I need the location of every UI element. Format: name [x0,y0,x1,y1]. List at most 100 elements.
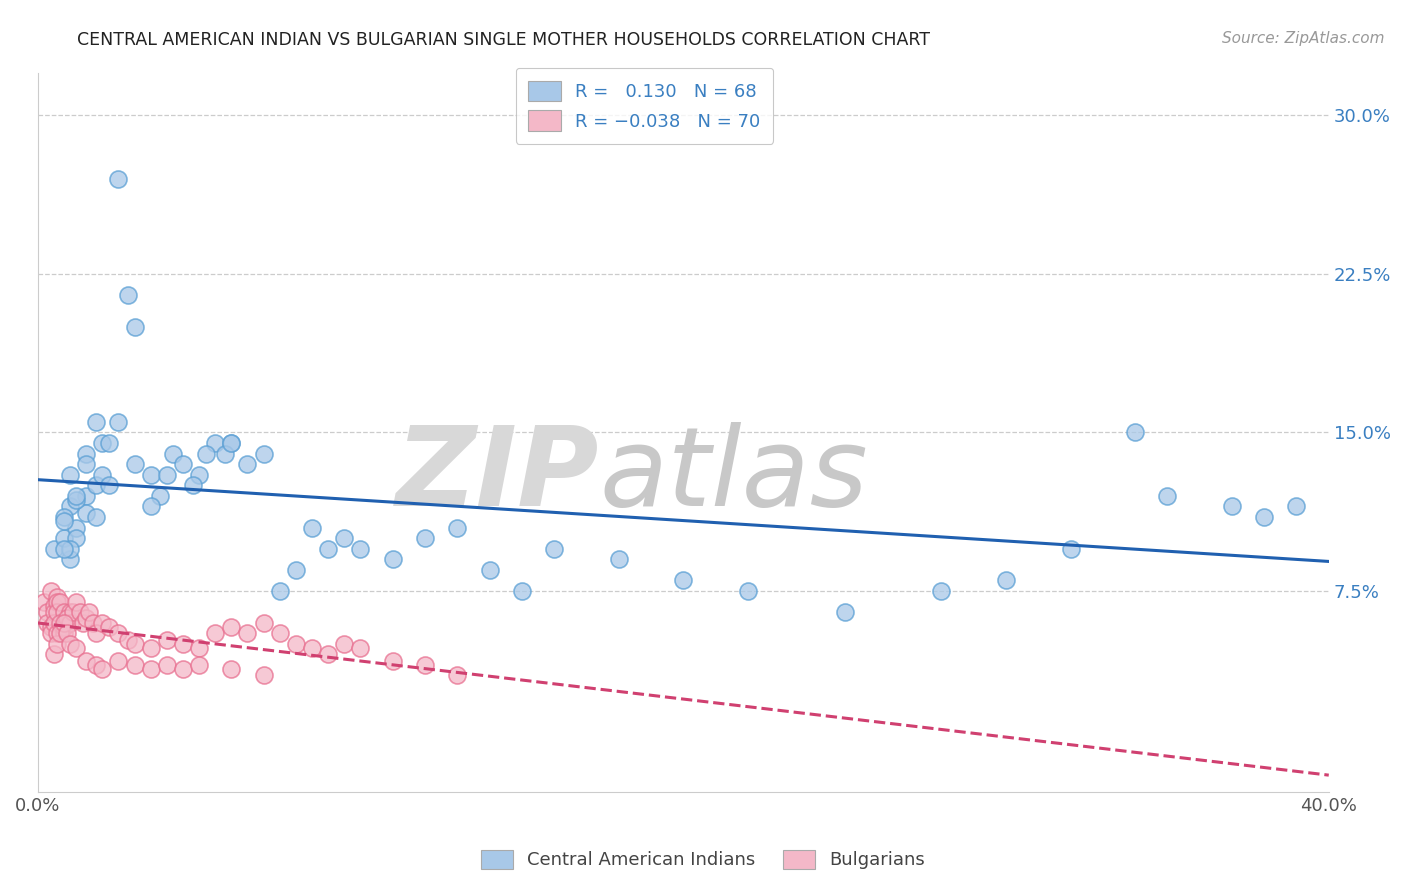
Point [413,531,436,545]
Point [39,583,62,598]
Point [59,605,82,619]
Point [55,611,77,625]
Point [181,478,204,492]
Point [269,626,291,640]
Point [1156,489,1178,503]
Text: Source: ZipAtlas.com: Source: ZipAtlas.com [1222,31,1385,46]
Point [188,657,211,672]
Point [510,583,533,598]
Point [221,436,243,450]
Point [107,654,129,668]
Point [39,620,62,634]
Point [172,637,194,651]
Point [221,620,243,634]
Point [65,489,87,503]
Point [42,615,65,630]
Point [834,605,856,619]
Point [42,541,65,556]
Point [931,583,953,598]
Text: CENTRAL AMERICAN INDIAN VS BULGARIAN SINGLE MOTHER HOUSEHOLDS CORRELATION CHART: CENTRAL AMERICAN INDIAN VS BULGARIAN SIN… [77,31,931,49]
Point [91,436,114,450]
Point [172,457,194,471]
Point [214,447,236,461]
Point [301,520,323,534]
Point [84,657,107,672]
Point [65,640,87,655]
Point [55,615,77,630]
Point [156,657,179,672]
Point [32,594,55,608]
Point [381,552,404,566]
Point [49,594,72,608]
Point [84,478,107,492]
Point [65,594,87,608]
Point [46,637,69,651]
Point [139,500,162,514]
Point [52,510,75,524]
Point [139,467,162,482]
Point [55,626,77,640]
Point [107,172,129,186]
Point [97,436,120,450]
Point [253,447,276,461]
Point [236,626,259,640]
Point [65,520,87,534]
Point [117,632,139,647]
Point [162,447,184,461]
Point [52,605,75,619]
Point [75,506,97,520]
Point [995,574,1018,588]
Point [107,626,129,640]
Point [204,626,226,640]
Point [253,615,276,630]
Point [139,662,162,676]
Point [37,615,59,630]
Point [607,552,630,566]
Point [65,531,87,545]
Point [52,626,75,640]
Point [124,319,146,334]
Point [333,531,356,545]
Point [97,620,120,634]
Point [84,510,107,524]
Point [284,637,307,651]
Point [737,583,759,598]
Point [75,489,97,503]
Point [91,467,114,482]
Point [42,599,65,613]
Point [75,611,97,625]
Point [236,457,259,471]
Point [46,591,69,605]
Point [188,467,211,482]
Text: ZIP: ZIP [396,422,599,529]
Point [59,615,82,630]
Point [156,632,179,647]
Point [543,541,565,556]
Point [37,605,59,619]
Point [52,620,75,634]
Point [59,637,82,651]
Point [284,563,307,577]
Point [316,648,339,662]
Point [253,668,276,682]
Point [79,605,101,619]
Point [149,489,172,503]
Point [172,662,194,676]
Point [82,615,104,630]
Point [49,615,72,630]
Point [124,657,146,672]
Point [349,640,371,655]
Point [59,541,82,556]
Point [91,662,114,676]
Point [91,615,114,630]
Point [46,605,69,619]
Point [72,615,94,630]
Point [139,640,162,655]
Point [301,640,323,655]
Point [221,436,243,450]
Point [413,657,436,672]
Legend: R =   0.130   N = 68, R = −0.038   N = 70: R = 0.130 N = 68, R = −0.038 N = 70 [516,68,773,144]
Point [75,654,97,668]
Point [97,478,120,492]
Point [49,626,72,640]
